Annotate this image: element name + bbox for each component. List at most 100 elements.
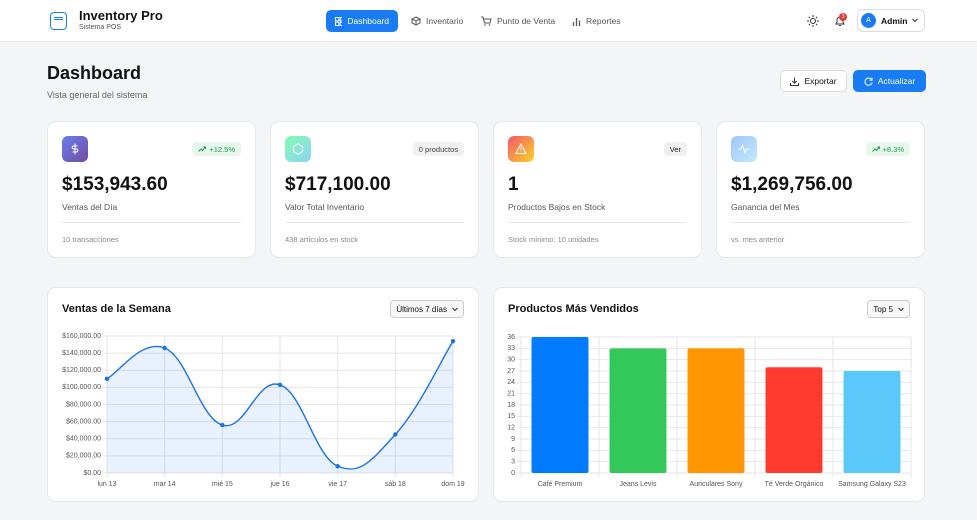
- card-icon: [62, 136, 88, 162]
- nav-icon: [572, 17, 581, 26]
- nav-label: Dashboard: [347, 16, 389, 26]
- x-tick-label: dom 19: [441, 481, 464, 488]
- stat-card: Ver 1 Productos Bajos en Stock Stock mín…: [493, 121, 702, 258]
- button-label: Exportar: [804, 76, 837, 86]
- y-tick-label: 24: [507, 379, 515, 386]
- divider: [508, 222, 687, 223]
- point: [393, 432, 398, 437]
- x-tick-label: lun 13: [97, 481, 116, 488]
- y-tick-label: $40,000.00: [66, 436, 101, 443]
- bar: [609, 348, 667, 473]
- x-tick-label: Auriculares Sony: [690, 481, 743, 488]
- card-icon: [285, 136, 311, 162]
- y-tick-label: $100,000.00: [62, 384, 101, 391]
- card-footer: vs. mes anterior: [731, 235, 785, 244]
- bar: [687, 348, 745, 473]
- bar: [765, 367, 823, 473]
- y-tick-label: $20,000.00: [66, 453, 101, 460]
- x-tick-label: jue 16: [269, 481, 289, 488]
- x-tick-label: Jeans Levis: [620, 481, 657, 488]
- point: [277, 382, 283, 388]
- logo: [50, 12, 67, 30]
- x-tick-label: mié 15: [212, 481, 233, 488]
- chart-panel: Productos Más Vendidos Top 5 0 3 6 9 12 15 18 2…: [493, 287, 925, 502]
- area: [107, 341, 453, 473]
- top-select[interactable]: Top 5: [867, 300, 910, 318]
- x-tick-label: mar 14: [154, 481, 176, 488]
- x-tick-label: Samsung Galaxy S23: [838, 481, 906, 488]
- point: [162, 345, 167, 351]
- card-footer: 10 transacciones: [62, 235, 119, 244]
- user-menu[interactable]: A Admin: [857, 9, 925, 32]
- chart-panel: Ventas de la Semana Últimos 7 días $0.00…: [47, 287, 479, 502]
- y-tick-label: $140,000.00: [62, 350, 101, 357]
- card-badge: +8.3%: [865, 142, 910, 156]
- y-tick-label: $120,000.00: [62, 367, 101, 374]
- divider: [62, 222, 241, 223]
- nav-icon: [411, 16, 421, 26]
- badge-text: Ver: [669, 144, 681, 154]
- card-label: Ganancia del Mes: [731, 202, 800, 212]
- chart-title: Productos Más Vendidos: [508, 303, 639, 315]
- card-value: $153,943.60: [62, 174, 168, 195]
- user-name: Admin: [881, 16, 908, 26]
- x-tick-label: vie 17: [328, 481, 347, 488]
- y-tick-label: 3: [511, 459, 515, 466]
- y-tick-label: 21: [507, 391, 515, 398]
- nav-item[interactable]: Reportes: [563, 10, 630, 32]
- divider: [731, 222, 910, 223]
- stat-card: 0 productos $717,100.00 Valor Total Inve…: [270, 121, 479, 258]
- y-tick-label: 6: [511, 447, 515, 454]
- page-subtitle: Vista general del sistema: [47, 90, 148, 100]
- divider: [285, 222, 464, 223]
- nav-item[interactable]: Punto de Venta: [472, 10, 564, 32]
- chart: $0.00 $20,000.00 $40,000.00 $60,000.00 $80,0…: [62, 333, 465, 488]
- avatar: A: [861, 13, 876, 28]
- y-tick-label: $160,000.00: [62, 333, 101, 340]
- bar: [843, 371, 901, 473]
- y-tick-label: 9: [511, 436, 515, 443]
- card-badge: 0 productos: [412, 142, 464, 156]
- nav-label: Inventario: [426, 16, 464, 26]
- stat-card: +8.3% $1,269,756.00 Ganancia del Mes vs.…: [716, 121, 925, 258]
- page-title: Dashboard: [47, 63, 142, 83]
- x-tick-label: Té Verde Orgánico: [765, 481, 824, 488]
- y-tick-label: $0.00: [83, 470, 101, 477]
- brand: Inventory Pro: [79, 8, 163, 23]
- y-tick-label: 12: [507, 425, 515, 432]
- badge-text: +8.3%: [882, 144, 904, 154]
- button-label: Actualizar: [877, 76, 916, 86]
- export-button[interactable]: Exportar: [780, 70, 847, 92]
- y-tick-label: $60,000.00: [66, 418, 101, 425]
- card-badge[interactable]: Ver: [663, 142, 687, 156]
- card-label: Productos Bajos en Stock: [508, 202, 606, 212]
- y-tick-label: 36: [507, 334, 515, 341]
- point: [220, 422, 225, 428]
- point: [450, 338, 456, 344]
- notification-badge: 3: [839, 13, 847, 21]
- card-badge: +12.5%: [192, 142, 241, 156]
- y-tick-label: 15: [507, 413, 515, 420]
- y-tick-label: 33: [507, 345, 515, 352]
- chart-title: Ventas de la Semana: [62, 303, 171, 315]
- refresh-button[interactable]: Actualizar: [853, 70, 926, 92]
- period-select[interactable]: Últimos 7 días: [390, 300, 464, 318]
- select-label: Top 5: [873, 304, 893, 314]
- nav-item[interactable]: Inventario: [402, 10, 472, 32]
- card-value: $717,100.00: [285, 174, 391, 195]
- card-footer: 438 artículos en stock: [285, 235, 358, 244]
- card-label: Valor Total Inventario: [285, 202, 365, 212]
- nav-label: Reportes: [586, 16, 621, 26]
- button-icon: [864, 77, 873, 86]
- card-icon: [731, 136, 757, 162]
- x-tick-label: sáb 18: [385, 481, 406, 488]
- card-label: Ventas del Día: [62, 202, 118, 212]
- card-value: $1,269,756.00: [731, 174, 853, 195]
- nav-item[interactable]: Dashboard: [326, 10, 398, 32]
- theme-toggle[interactable]: [807, 15, 819, 27]
- y-tick-label: 27: [507, 368, 515, 375]
- card-value: 1: [508, 174, 519, 195]
- nav-label: Punto de Venta: [497, 16, 556, 26]
